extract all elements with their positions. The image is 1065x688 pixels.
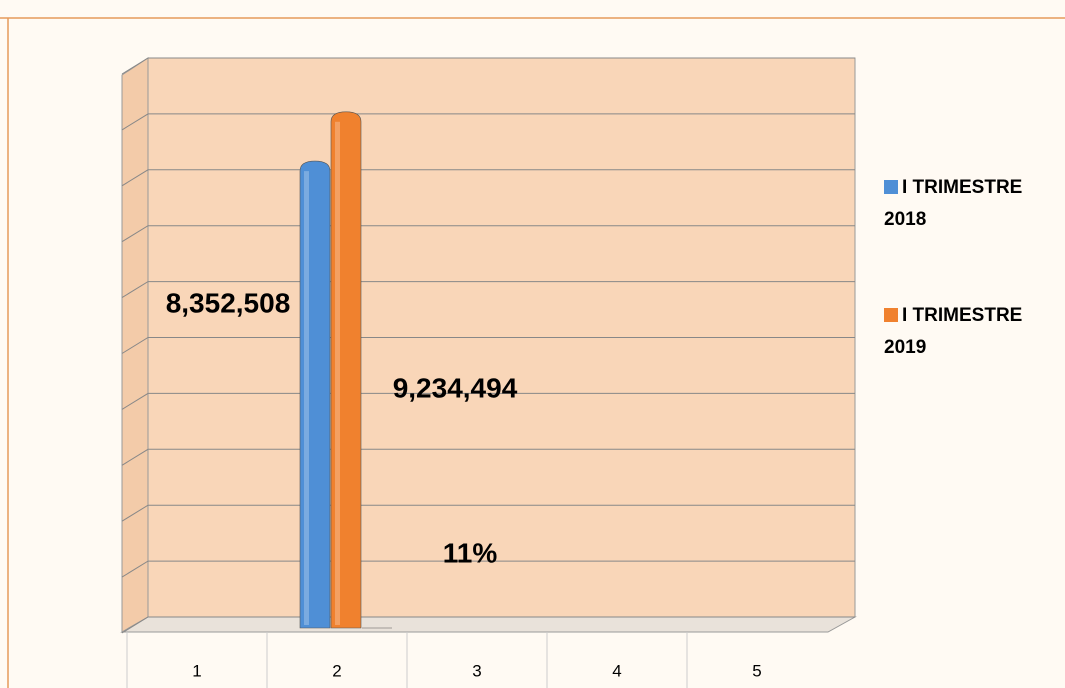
grid-line: [121, 169, 855, 187]
x-tick-label: 4: [612, 661, 621, 680]
x-tick-label: 3: [472, 661, 481, 680]
data-label: 8,352,508: [166, 287, 291, 318]
legend-swatch: [884, 180, 898, 194]
bar-highlight: [304, 171, 309, 626]
data-label: 11%: [443, 537, 498, 568]
grid-line: [121, 504, 855, 522]
bar-highlight: [335, 121, 340, 626]
legend-swatch: [884, 308, 898, 322]
grid-line: [121, 448, 855, 466]
grid-line: [121, 281, 855, 299]
grid-line: [121, 57, 855, 75]
grid-line: [121, 337, 855, 354]
legend-entry: I TRIMESTRE 2019: [884, 300, 1044, 364]
grid-line: [121, 392, 855, 410]
legend-entry: I TRIMESTRE 2018: [884, 172, 1044, 236]
data-label: 9,234,494: [393, 372, 518, 403]
grid-line: [121, 560, 855, 578]
bar: [330, 111, 362, 629]
bar: [299, 160, 331, 629]
grid-line: [121, 616, 855, 634]
x-tick-label: 2: [332, 661, 341, 680]
grid-line: [121, 225, 855, 243]
grid-line: [121, 113, 855, 131]
legend-label: I TRIMESTRE 2018: [884, 177, 1023, 230]
legend-label: I TRIMESTRE 2019: [884, 305, 1023, 358]
x-tick-label: 5: [752, 661, 761, 680]
floor: [120, 616, 857, 633]
x-tick-label: 1: [192, 661, 201, 680]
